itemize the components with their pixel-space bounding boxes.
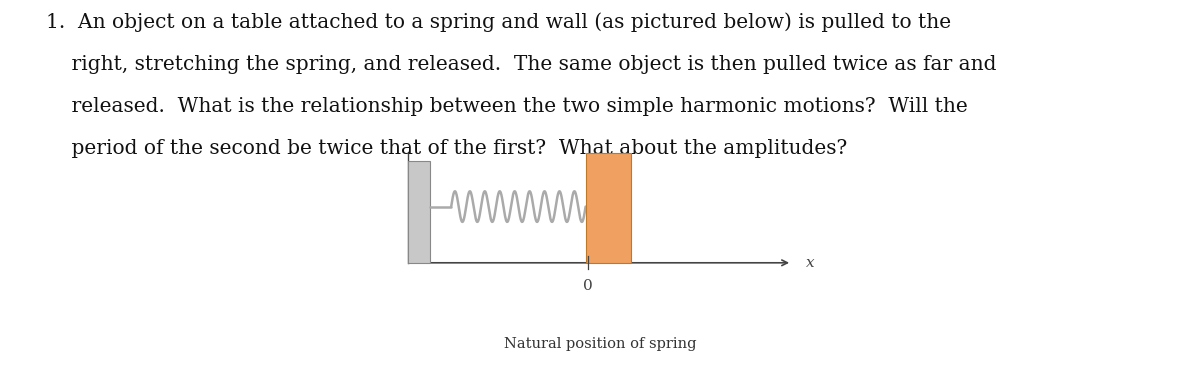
- Text: right, stretching the spring, and released.  The same object is then pulled twic: right, stretching the spring, and releas…: [46, 55, 996, 74]
- Text: released.  What is the relationship between the two simple harmonic motions?  Wi: released. What is the relationship betwe…: [46, 97, 967, 116]
- Text: Natural position of spring: Natural position of spring: [504, 337, 696, 351]
- Text: 0: 0: [583, 279, 593, 293]
- Bar: [586, 153, 631, 263]
- Bar: [408, 161, 430, 263]
- Text: x: x: [806, 256, 815, 270]
- Text: 1.  An object on a table attached to a spring and wall (as pictured below) is pu: 1. An object on a table attached to a sp…: [46, 13, 950, 32]
- Text: period of the second be twice that of the first?  What about the amplitudes?: period of the second be twice that of th…: [46, 139, 847, 158]
